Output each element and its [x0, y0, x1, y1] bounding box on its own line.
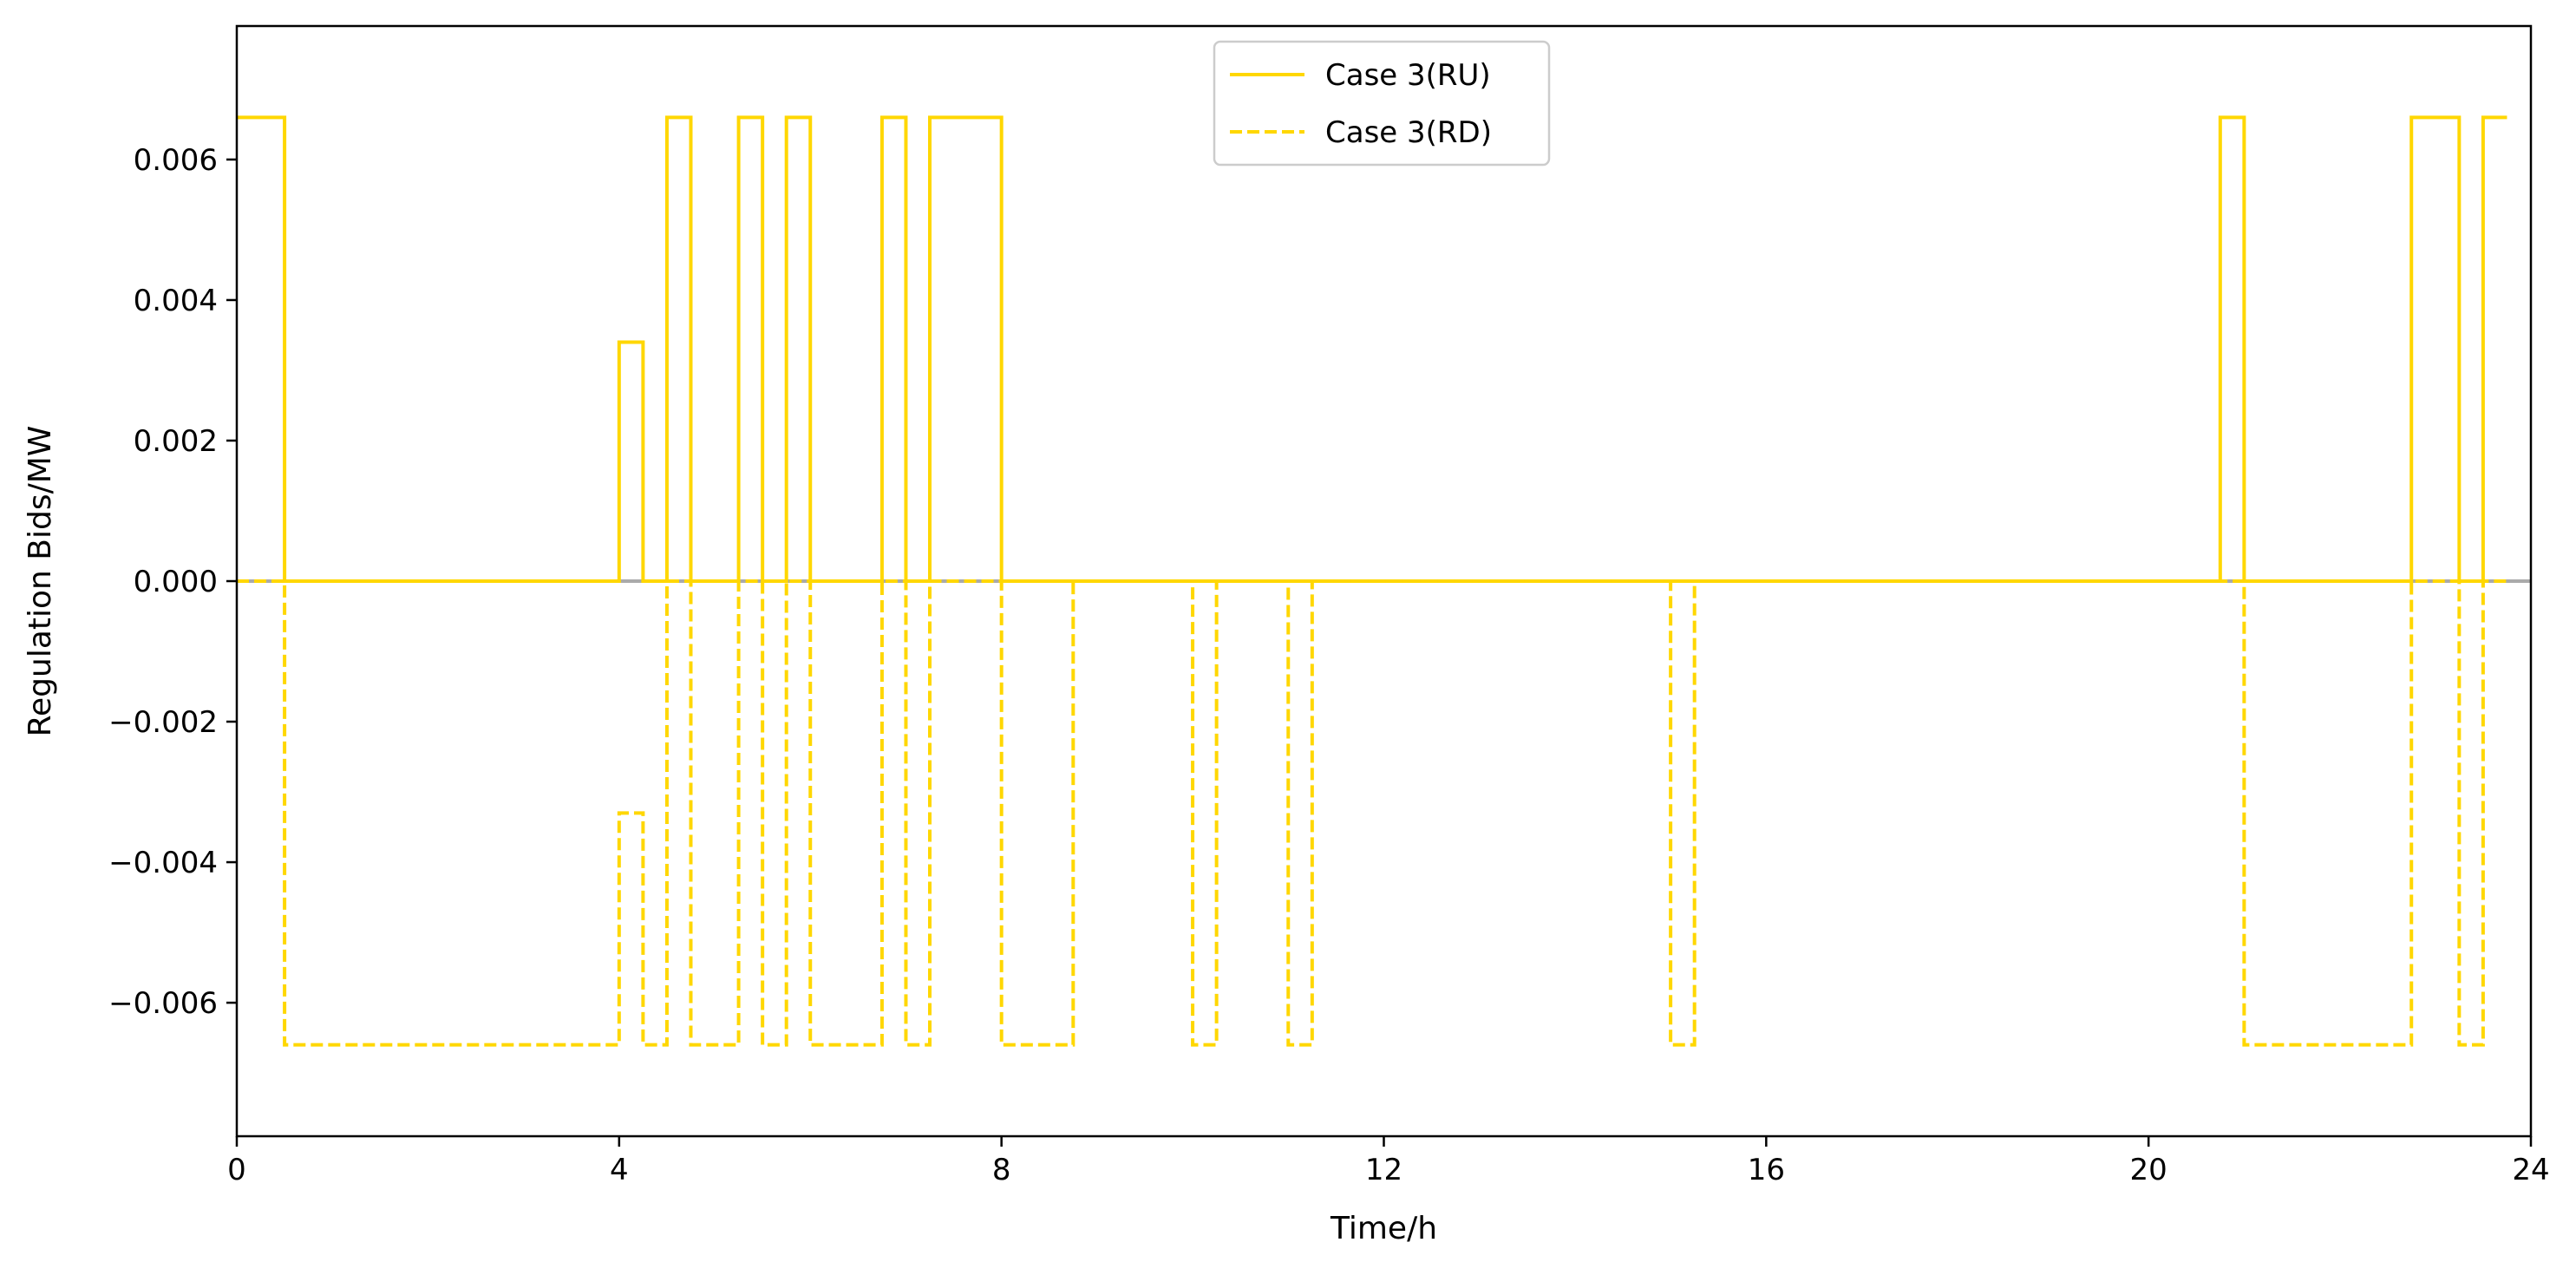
x-tick-label: 24 [2512, 1153, 2549, 1187]
series-line-rd [237, 579, 2507, 1047]
y-axis-label: Regulation Bids/MW [23, 426, 58, 737]
x-tick-label: 8 [992, 1153, 1011, 1187]
y-tick-label: 0.000 [134, 565, 218, 599]
x-tick-label: 0 [227, 1153, 246, 1187]
y-tick-label: 0.006 [134, 143, 218, 178]
x-axis-label: Time/h [1330, 1211, 1437, 1246]
y-tick-label: 0.002 [134, 424, 218, 459]
x-tick-label: 20 [2130, 1153, 2167, 1187]
series-line-ru [237, 115, 2507, 583]
x-tick-label: 16 [1748, 1153, 1785, 1187]
legend-label: Case 3(RD) [1325, 115, 1492, 150]
plot-area [237, 115, 2531, 1047]
axis-ticks: 0 4 8 12 16 20 24 −0.006 −0.004 −0.002 0.000 0.002 0… [108, 143, 2549, 1187]
legend: Case 3(RU) Case 3(RD) [1213, 40, 1551, 167]
y-tick-label: −0.004 [108, 846, 218, 880]
x-tick-label: 4 [610, 1153, 629, 1187]
y-tick-label: 0.004 [134, 284, 218, 318]
y-tick-label: −0.006 [108, 986, 218, 1021]
legend-label: Case 3(RU) [1325, 58, 1491, 93]
legend-box [1213, 40, 1551, 167]
y-tick-label: −0.002 [108, 705, 218, 740]
x-tick-label: 12 [1365, 1153, 1402, 1187]
